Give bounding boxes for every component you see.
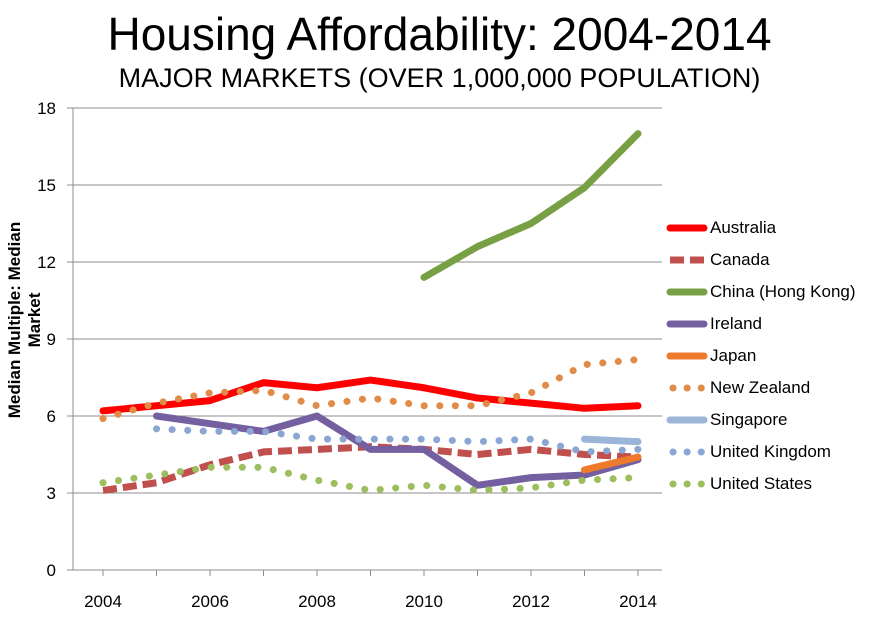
legend-swatch	[669, 448, 708, 456]
legend-item: Ireland	[666, 308, 856, 340]
chart-subtitle: MAJOR MARKETS (OVER 1,000,000 POPULATION…	[118, 63, 761, 93]
legend-label: United States	[710, 474, 813, 493]
legend-label: Ireland	[710, 314, 762, 333]
legend-swatch	[666, 288, 708, 296]
legend-item: China (Hong Kong)	[666, 276, 856, 308]
legend-label: China (Hong Kong)	[710, 282, 856, 301]
legend-swatch	[670, 256, 704, 264]
series-line-new-zealand	[99, 356, 642, 423]
legend-item: United Kingdom	[666, 436, 856, 468]
legend-swatch	[669, 384, 708, 392]
series-line-united-states	[99, 463, 642, 494]
series-line-united-kingdom	[153, 425, 642, 456]
legend-item: Australia	[666, 212, 856, 244]
legend-item: United States	[666, 468, 856, 500]
legend-item: Japan	[666, 340, 856, 372]
legend-label: Australia	[710, 218, 777, 237]
y-tick-label: 0	[47, 561, 56, 580]
legend-swatch	[669, 480, 708, 488]
legend-swatch	[666, 224, 708, 232]
legend-label: Japan	[710, 346, 757, 365]
x-tick-label: 2010	[405, 592, 443, 611]
series-line-singapore	[581, 435, 642, 446]
legend-swatch	[666, 416, 708, 424]
legend-item: Canada	[666, 244, 856, 276]
series-line-canada	[102, 443, 639, 494]
legend-label: Canada	[710, 250, 770, 269]
x-tick-label: 2014	[619, 592, 657, 611]
x-tick-label: 2004	[84, 592, 122, 611]
x-tick-label: 2008	[298, 592, 336, 611]
legend-label: United Kingdom	[710, 442, 831, 461]
y-tick-label: 12	[37, 253, 56, 272]
series-line-australia	[99, 376, 642, 415]
legend-label: Singapore	[710, 410, 788, 429]
chart-title: Housing Affordability: 2004-2014	[107, 8, 772, 60]
y-tick-label: 15	[37, 176, 56, 195]
legend-label: New Zealand	[710, 378, 811, 397]
series-line-china-hong-kong	[420, 130, 642, 281]
x-tick-label: 2012	[512, 592, 550, 611]
y-tick-label: 3	[47, 484, 56, 503]
legend-item: New Zealand	[666, 372, 856, 404]
legend-swatch	[666, 320, 708, 328]
legend-swatch	[666, 352, 708, 360]
y-tick-label: 18	[37, 99, 56, 118]
legend-item: Singapore	[666, 404, 856, 436]
series-line-ireland	[153, 412, 642, 489]
series-line-japan	[581, 453, 642, 474]
y-tick-label: 9	[47, 330, 56, 349]
y-tick-label: 6	[47, 407, 56, 426]
legend: Australia Canada China (Hong Kong) Ireland J…	[666, 212, 856, 500]
x-tick-label: 2006	[191, 592, 229, 611]
